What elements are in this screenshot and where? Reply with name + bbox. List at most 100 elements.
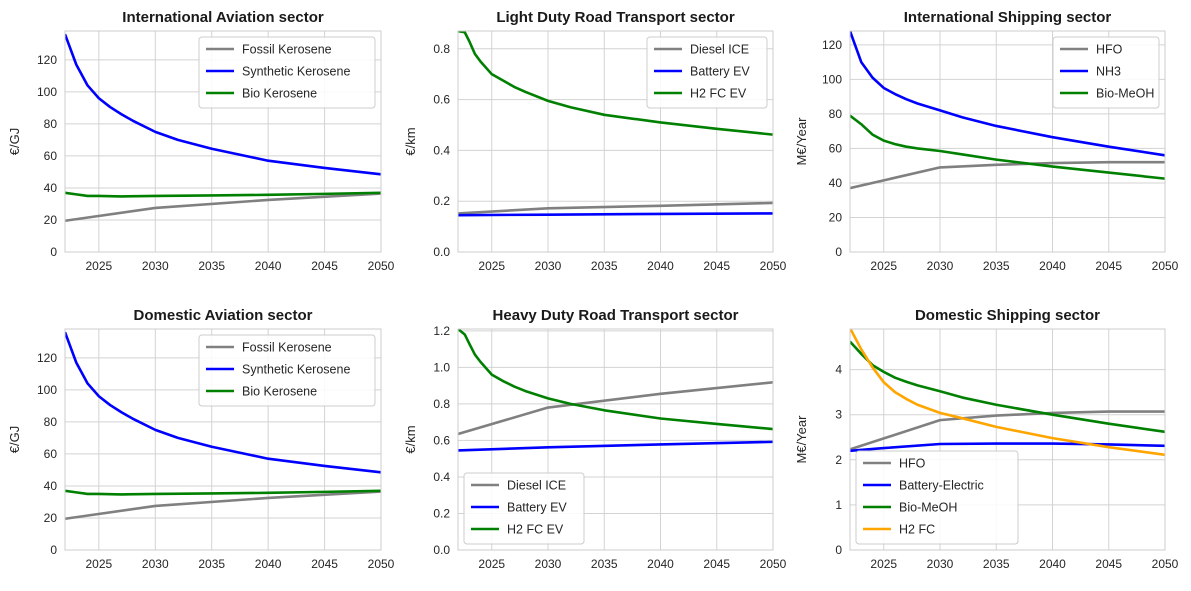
series-line-fossil-kerosene [65, 490, 381, 521]
x-tick-label: 2045 [311, 259, 338, 273]
legend-box [646, 36, 768, 109]
y-tick-label: 20 [44, 511, 58, 525]
y-tick-label: 40 [44, 181, 58, 195]
legend-entry: Fossil Kerosene [242, 341, 332, 355]
y-tick-label: 60 [44, 447, 58, 461]
x-tick-label: 2040 [255, 557, 282, 571]
x-tick-label: 2025 [870, 557, 897, 571]
x-tick-label: 2025 [478, 557, 505, 571]
x-tick-label: 2040 [647, 259, 674, 273]
plot-frame [64, 328, 382, 551]
legend-entry: Synthetic Kerosene [242, 65, 350, 79]
legend-box [855, 450, 1019, 545]
x-tick-label: 2025 [86, 557, 113, 571]
subplot-3: International Shipping sector 2025 2030 203… [794, 9, 1179, 273]
subplot-title: Domestic Aviation sector [134, 307, 313, 324]
x-tick-label: 2050 [1152, 557, 1179, 571]
y-tick-label: 1.2 [433, 324, 450, 338]
y-tick-label: 0.4 [433, 143, 450, 157]
x-tick-label: 2025 [478, 259, 505, 273]
series-line-diesel-ice [458, 201, 773, 215]
subplot-title: International Aviation sector [122, 9, 324, 26]
y-tick-label: 40 [829, 176, 843, 190]
legend-entry: NH3 [1096, 65, 1121, 79]
x-tick-label: 2040 [647, 557, 674, 571]
legend: Fossil Kerosene Synthetic Kerosene Bio Ker… [198, 334, 376, 407]
legend-entry: Diesel ICE [507, 479, 566, 493]
y-tick-label: 0 [50, 245, 57, 259]
x-tick-label: 2035 [591, 557, 618, 571]
x-tick-label: 2035 [983, 557, 1010, 571]
legend-entry: Battery EV [507, 501, 567, 515]
x-tick-label: 2050 [760, 259, 787, 273]
subplot-title: Light Duty Road Transport sector [496, 9, 735, 26]
legend-box [198, 36, 376, 109]
legend: Diesel ICE Battery EV H2 FC EV [463, 472, 585, 545]
x-tick-label: 2030 [142, 259, 169, 273]
x-tick-label: 2040 [1039, 259, 1066, 273]
y-tick-label: 100 [37, 383, 57, 397]
legend-entry: Bio-MeOH [1096, 87, 1154, 101]
series-line-hfo [850, 160, 1165, 190]
x-tick-label: 2045 [1095, 259, 1122, 273]
y-tick-label: 0.2 [433, 194, 450, 208]
series-line-bio-meoh [850, 340, 1165, 434]
y-tick-label: 0.0 [433, 245, 450, 259]
plot-frame [457, 328, 774, 551]
x-tick-label: 2025 [86, 259, 113, 273]
plot-frame [64, 30, 382, 253]
x-tick-label: 2045 [311, 557, 338, 571]
y-axis-label: €/GJ [7, 128, 22, 155]
series-line-h2-fc-ev [458, 329, 773, 431]
subplot-6: Domestic Shipping sector 2025 2030 2035 2040… [794, 307, 1179, 571]
legend: Fossil Kerosene Synthetic Kerosene Bio Ker… [198, 36, 376, 109]
x-tick-label: 2045 [703, 259, 730, 273]
plot-frame [457, 30, 774, 253]
y-tick-label: 120 [37, 351, 57, 365]
series-line-battery-ev [458, 440, 773, 452]
x-tick-label: 2035 [198, 259, 225, 273]
x-tick-label: 2050 [368, 557, 395, 571]
y-axis-label: M€/Year [794, 117, 809, 166]
x-tick-label: 2035 [983, 259, 1010, 273]
series-line-diesel-ice [458, 381, 773, 436]
x-tick-label: 2030 [927, 557, 954, 571]
legend-entry: H2 FC [899, 523, 935, 537]
series-line-h2-fc [850, 329, 1165, 457]
x-tick-label: 2035 [591, 259, 618, 273]
y-tick-label: 0.8 [433, 42, 450, 56]
series-line-bio-kerosene [65, 489, 381, 496]
legend-entry: HFO [899, 457, 926, 471]
subplot-title: International Shipping sector [904, 9, 1112, 26]
series-line-fossil-kerosene [65, 192, 381, 223]
subplot-2: Light Duty Road Transport sector 2025 2030… [403, 9, 787, 273]
y-tick-label: 0.8 [433, 397, 450, 411]
legend-entry: Fossil Kerosene [242, 43, 332, 57]
x-tick-label: 2035 [198, 557, 225, 571]
y-tick-label: 60 [44, 149, 58, 163]
subplot-5: Heavy Duty Road Transport sector 2025 2030… [403, 307, 787, 571]
legend: Diesel ICE Battery EV H2 FC EV [646, 36, 768, 109]
y-tick-label: 0.6 [433, 93, 450, 107]
y-axis-label: M€/Year [794, 415, 809, 464]
series-line-h2-fc-ev [458, 31, 773, 136]
legend-entry: Battery EV [690, 65, 750, 79]
y-tick-label: 80 [44, 117, 58, 131]
series-line-hfo [850, 410, 1165, 451]
x-tick-label: 2050 [1152, 259, 1179, 273]
y-tick-label: 40 [44, 479, 58, 493]
subplot-title: Domestic Shipping sector [915, 307, 1100, 324]
legend-entry: Bio Kerosene [242, 87, 317, 101]
y-tick-label: 0 [835, 543, 842, 557]
legend: HFO NH3 Bio-MeOH [1052, 36, 1160, 109]
legend-entry: Battery-Electric [899, 479, 984, 493]
legend-entry: HFO [1096, 43, 1123, 57]
y-tick-label: 120 [822, 38, 842, 52]
x-tick-label: 2040 [255, 259, 282, 273]
y-tick-label: 0 [50, 543, 57, 557]
y-tick-label: 3 [835, 408, 842, 422]
y-tick-label: 20 [829, 210, 843, 224]
x-tick-label: 2025 [870, 259, 897, 273]
